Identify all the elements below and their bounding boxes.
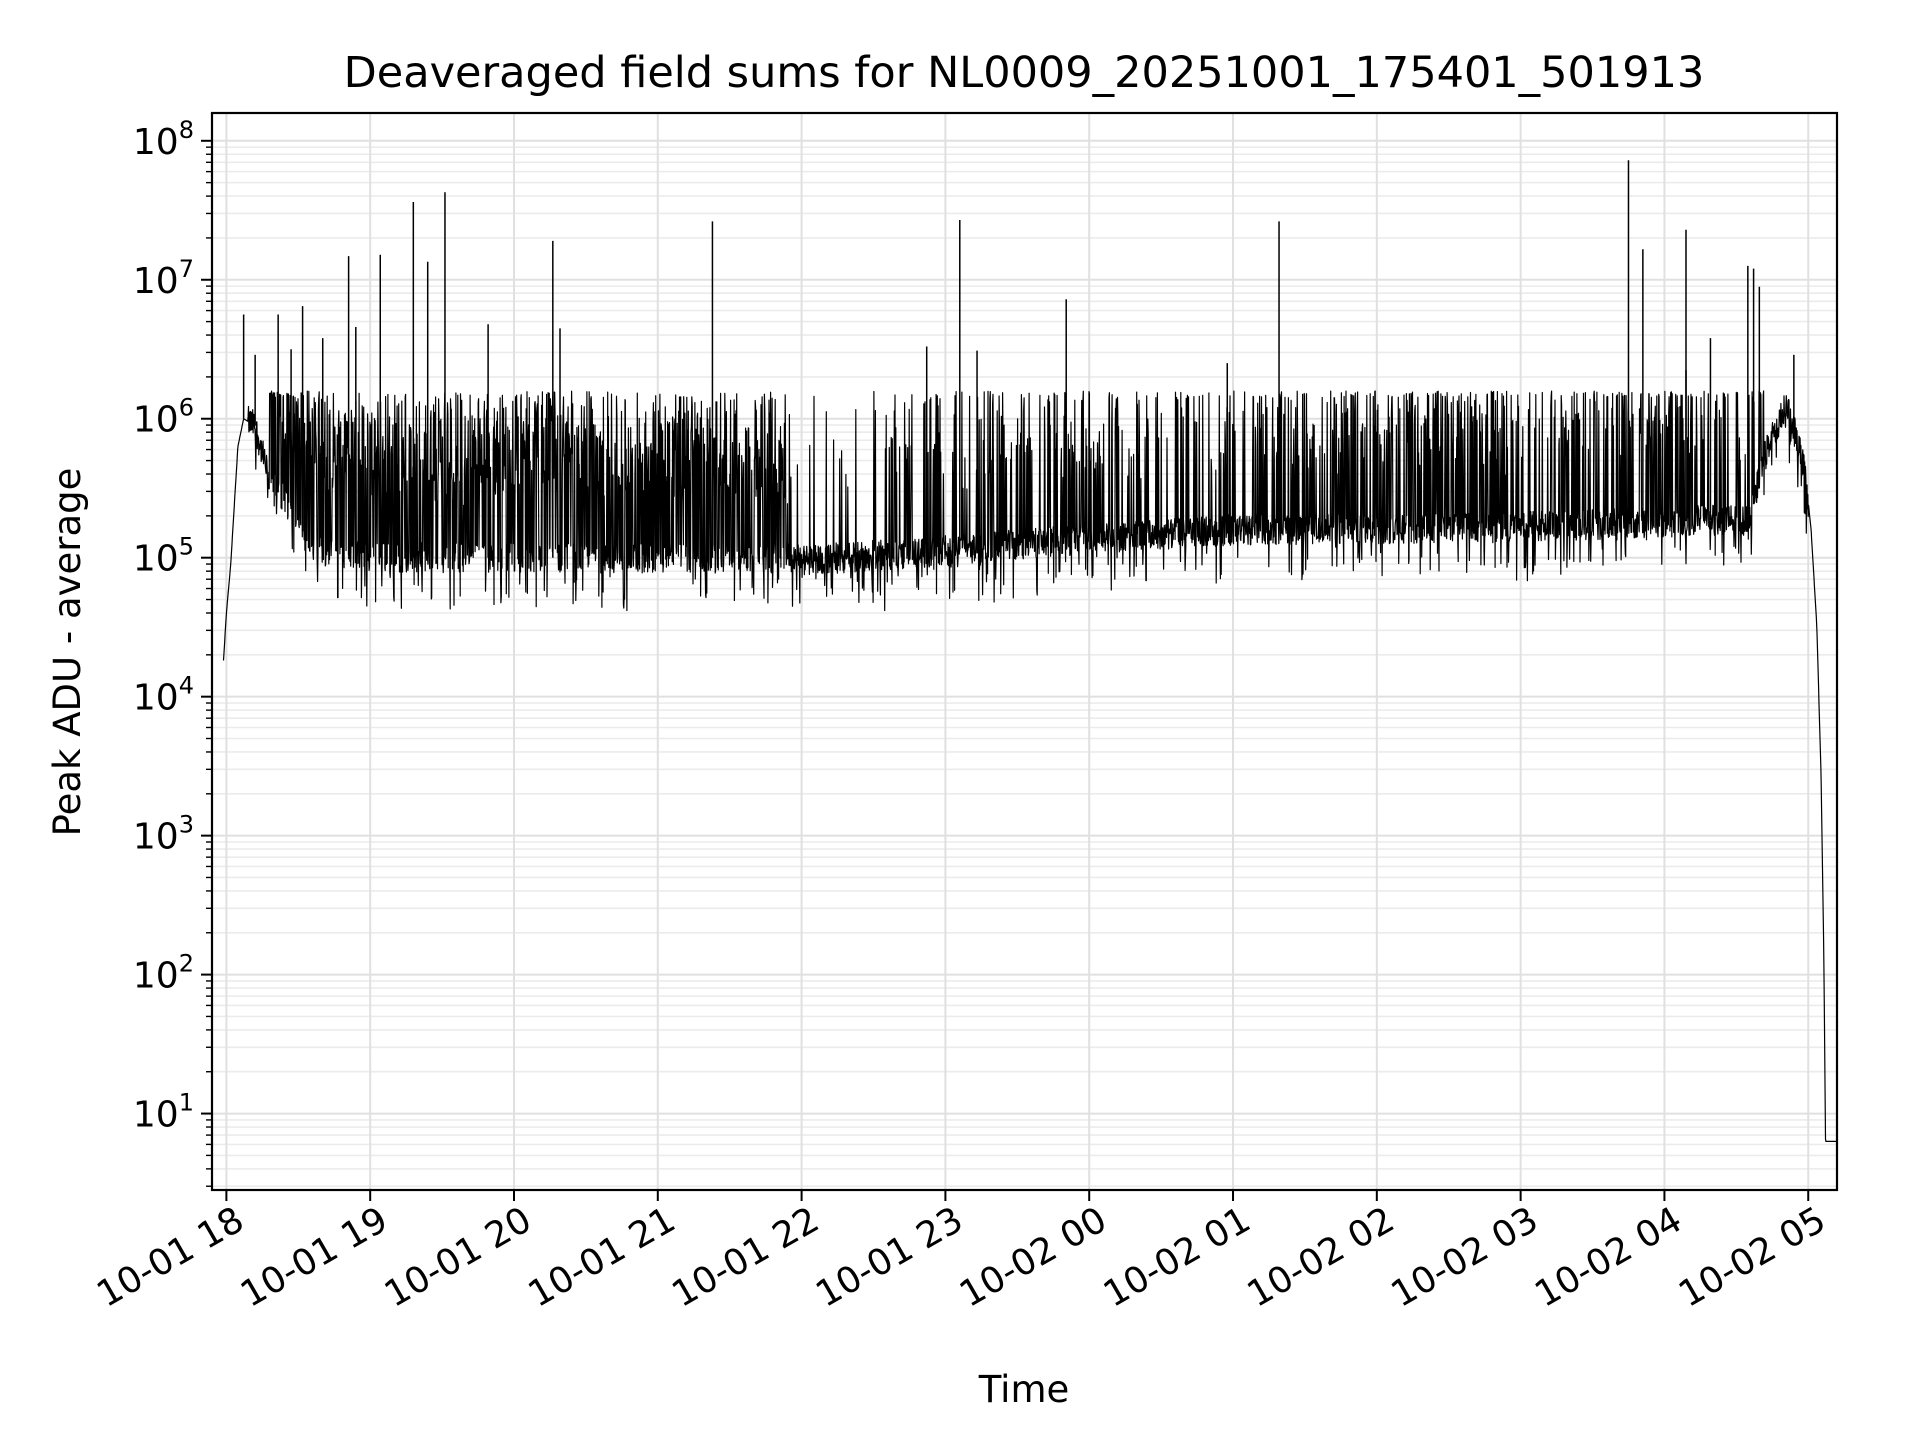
y-axis-label: Peak ADU - average	[46, 468, 89, 837]
y-tick-label: 105	[133, 533, 194, 580]
y-tick-base: 10	[133, 122, 179, 163]
y-tick-base: 10	[133, 539, 179, 580]
y-tick-label: 106	[133, 394, 194, 441]
series-line	[222, 390, 1837, 1143]
y-tick-base: 10	[133, 678, 179, 719]
y-tick-base: 10	[133, 1095, 179, 1136]
series-group	[222, 160, 1837, 1143]
chart-title: Deaveraged field sums for NL0009_2025100…	[344, 48, 1705, 98]
y-tick-exponent: 2	[179, 950, 194, 978]
y-tick-base: 10	[133, 956, 179, 997]
y-tick-base: 10	[133, 261, 179, 302]
y-tick-label: 108	[133, 116, 194, 163]
y-tick-base: 10	[133, 400, 179, 441]
y-tick-exponent: 6	[179, 394, 194, 422]
y-tick-label: 104	[133, 672, 194, 719]
y-tick-label: 102	[133, 950, 194, 997]
y-tick-exponent: 7	[179, 255, 194, 283]
y-tick-exponent: 3	[179, 811, 194, 839]
y-tick-label: 101	[133, 1089, 194, 1136]
y-tick-exponent: 8	[179, 116, 194, 144]
y-tick-exponent: 5	[179, 533, 194, 561]
plot-frame	[210, 111, 1839, 1192]
grid	[212, 113, 1837, 1190]
x-axis-label: Time	[978, 1368, 1070, 1411]
y-tick-label: 107	[133, 255, 194, 302]
y-tick-exponent: 1	[179, 1089, 194, 1117]
y-tick-base: 10	[133, 817, 179, 858]
y-tick-label: 103	[133, 811, 194, 858]
y-tick-exponent: 4	[179, 672, 194, 700]
